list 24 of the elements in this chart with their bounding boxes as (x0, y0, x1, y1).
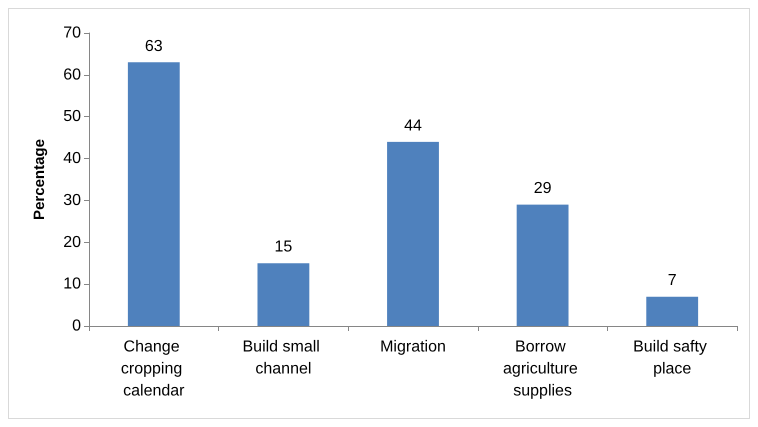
y-tick-label: 0 (72, 318, 82, 334)
x-tick-label: Build safty place (633, 338, 712, 378)
y-axis-title: Percentage (31, 139, 48, 220)
y-tick-label: 70 (63, 24, 82, 42)
x-tick-label: Borrow agriculture supplies (503, 338, 582, 400)
x-tick-label: Change cropping calendar (120, 338, 187, 400)
y-tick-label: 10 (63, 276, 82, 293)
y-tick-label: 30 (63, 192, 82, 209)
bar (516, 204, 569, 326)
data-label: 44 (404, 117, 422, 134)
bar (128, 62, 180, 326)
y-tick-label: 60 (63, 66, 82, 84)
y-tick-label: 40 (63, 150, 82, 168)
x-tick-label: Build small channel (242, 338, 324, 378)
data-label: 15 (274, 238, 292, 256)
data-label: 63 (144, 38, 163, 55)
y-tick-label: 20 (63, 234, 82, 251)
y-tick-label: 50 (63, 108, 82, 126)
data-label: 29 (534, 180, 552, 198)
x-tick-label: Migration (380, 338, 446, 356)
bar (257, 263, 310, 326)
bar (387, 142, 439, 326)
data-label: 7 (668, 272, 677, 290)
bar (646, 296, 698, 326)
